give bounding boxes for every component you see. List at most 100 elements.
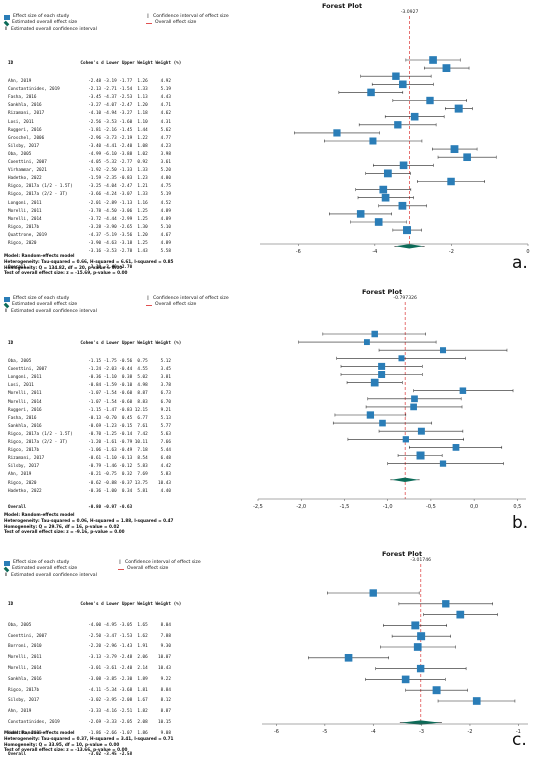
x-tick-label: 0,5	[513, 504, 521, 510]
legend-overall-label: Estimated overall effect size	[12, 566, 78, 572]
study-marker	[369, 137, 377, 145]
study-marker	[401, 675, 410, 684]
study-marker	[370, 378, 379, 387]
footnote-line: Model: Random-effects model	[4, 730, 75, 735]
overall-line-icon	[146, 23, 152, 25]
overall-row: Overall -0.80 -0.97 -0.63	[8, 504, 133, 510]
table-row: Morelli, 2014 -3.01 -3.61 -2.40 2.14 10.…	[8, 665, 171, 671]
table-row: Ahn, 2019 -3.33 -4.16 -2.51 1.82 8.87	[8, 709, 171, 715]
study-table: ID Cohen's d Lower Upper Weight Weight (…	[8, 590, 181, 761]
legend-overall-line-label: Overall effect size	[127, 566, 169, 572]
study-marker	[378, 370, 386, 379]
legend-overall-label: Estimated overall effect size	[12, 20, 78, 26]
study-marker	[450, 145, 459, 154]
study-marker	[411, 621, 420, 630]
forest-plot-svg: -0.797326 -2,5 -2,0 -1,5 -1,0 -0,5 0,0 0,5	[253, 295, 526, 510]
study-marker	[411, 395, 418, 403]
footnote-line: Homogeneity: Q = 29.76, df = 16, p-value…	[4, 523, 120, 529]
study-marker	[367, 88, 375, 97]
study-marker	[456, 610, 465, 619]
study-marker	[344, 653, 353, 662]
table-row: Losi, 2011 -0.84 -1.59 -0.10 4.98 3.78	[8, 383, 171, 389]
study-marker	[452, 444, 460, 451]
study-marker	[403, 226, 412, 235]
legend-overall-ci-label: Estimated overall confidence interval	[11, 308, 97, 314]
study-marker	[381, 193, 390, 202]
overall-diamond-icon	[3, 302, 10, 309]
table-row: Coenttini, 2007 -1.24 -2.03 -0.44 4.55 3…	[8, 367, 171, 373]
study-marker-icon	[4, 560, 10, 566]
x-tick-label: -5	[322, 729, 327, 735]
table-row: Morelli, 2014 -3.72 -4.44 -2.99 1.25 4.8…	[8, 216, 171, 222]
table-row: Coenttini, 2007 -2.50 -3.47 -1.53 1.62 7…	[8, 633, 171, 639]
table-row: Sankhla, 2016 -3.27 -4.07 -2.47 1.20 4.7…	[8, 103, 171, 109]
forest-plot-a: -3.0927 -6 -4 -2 0	[250, 0, 540, 290]
x-tick-label: -2,0	[296, 504, 306, 510]
study-marker	[371, 330, 378, 338]
table-row: Morelli, 2011 -3.13 -3.79 -2.48 2.06 10.…	[8, 655, 171, 661]
panel-letter: a.	[512, 253, 528, 273]
table-row: Rigco, 2017b -4.11 -5.34 -3.68 1.81 8.84	[8, 687, 171, 693]
ci-line-icon: |	[147, 14, 149, 19]
study-marker	[439, 460, 447, 467]
legend-study-label: Effect size of each study	[13, 560, 70, 565]
panel-letter: c.	[512, 730, 527, 750]
study-table: ID Cohen's d Lower Upper Weight Weight (…	[8, 50, 181, 272]
study-marker	[426, 96, 434, 105]
footnote-line: Homogeneity: Q = 33.95, df = 10, p-value…	[4, 741, 120, 747]
study-marker	[379, 185, 388, 194]
x-tick-label: -0,5	[426, 504, 436, 510]
table-row: Ruggeri, 2016 -1.81 -2.16 -1.45 1.44 5.6…	[8, 127, 171, 133]
x-tick-label: -1,0	[383, 504, 393, 510]
table-row: Rigco, 2020 -0.62 -0.88 -0.37 13.75 10.4…	[8, 480, 171, 486]
overall-row: Overall -3.02 -3.45 -2.58	[8, 752, 133, 758]
table-row: Hadetko, 2022 -1.86 -2.66 -1.07 1.86 9.0…	[8, 730, 171, 736]
legend-study-label: Effect size of each study	[13, 296, 70, 301]
table-row: Rizamani, 2017 -0.61 -1.10 -0.13 8.54 6.…	[8, 456, 171, 462]
footnotes: Model: Random-effects model Heterogeneity…	[4, 253, 173, 276]
table-row: Fasha, 2016 -3.45 -4.37 -2.53 1.13 4.43	[8, 95, 171, 101]
table-row: Rigco, 2017b -3.28 -3.90 -2.65 1.30 5.10	[8, 224, 171, 230]
legend-right: | Confidence interval of effect size Over…	[118, 560, 201, 573]
legend-overall-label: Estimated overall effect size	[12, 302, 78, 308]
table-header: ID Cohen's d Lower Upper Weight Weight (…	[8, 61, 182, 66]
table-row: Silsby, 2017 -3.02 -3.95 -2.08 1.67 8.12	[8, 698, 171, 704]
table-row: -3.16 -3.53 -2.78 1.43 5.58	[8, 249, 171, 255]
legend-overall-ci-label: Estimated overall confidence interval	[11, 572, 97, 578]
study-marker	[356, 210, 365, 218]
ci-line-icon: |	[119, 560, 121, 565]
legend-ci-label: Confidence interval of effect size	[153, 296, 229, 301]
plot-title: Forest Plot	[362, 288, 403, 296]
x-tick-label: -1	[516, 729, 521, 735]
table-row: Rigco, 2020 -3.90 -4.63 -3.18 1.25 4.89	[8, 240, 171, 246]
study-marker	[442, 600, 450, 608]
overall-diamond-icon	[3, 20, 10, 27]
footnote-line: Heterogeneity: Tau-squared = 0.06, H-squ…	[4, 517, 174, 523]
x-tick-label: -6	[274, 729, 279, 735]
study-marker	[413, 643, 422, 651]
table-row: Silsby, 2017 -0.79 -1.46 -0.12 5.83 4.42	[8, 464, 171, 470]
ci-bar-icon: I	[5, 572, 7, 578]
forest-plot-panel-a: Forest Plot Effect size of each study Es…	[0, 0, 550, 286]
table-row: Rizamani, 2017 -4.10 -4.94 -3.27 1.18 4.…	[8, 111, 171, 117]
table-row: Fasha, 2016 -0.13 -0.70 0.45 6.77 5.13	[8, 415, 171, 421]
overall-effect-label: -3.0927	[401, 9, 419, 15]
footnote-line: Heterogeneity: Tau-squared = 0.66, H-squ…	[4, 258, 174, 264]
study-table: ID Cohen's d Lower Upper Weight Weight (…	[8, 330, 181, 512]
panel-letter: b.	[512, 513, 529, 533]
study-marker	[369, 589, 377, 597]
x-tick-label: 0	[526, 249, 529, 255]
study-marker	[374, 218, 383, 226]
footnotes: Model: Random-effects model Heterogeneity…	[4, 730, 173, 753]
study-marker-icon	[4, 14, 10, 20]
study-marker	[333, 129, 341, 137]
table-row: Sankhla, 2016 -0.69 -1.23 -0.15 7.61 5.7…	[8, 423, 171, 429]
study-marker	[379, 419, 386, 427]
x-tick-label: -2,5	[253, 504, 263, 510]
study-marker	[472, 697, 481, 705]
x-tick-label: -2	[467, 729, 472, 735]
overall-effect-label: -0.797326	[393, 295, 417, 301]
table-row: Groschel, 2006 -2.96 -3.73 -2.19 1.22 4.…	[8, 135, 171, 141]
study-marker	[399, 161, 408, 170]
study-marker	[447, 177, 455, 186]
